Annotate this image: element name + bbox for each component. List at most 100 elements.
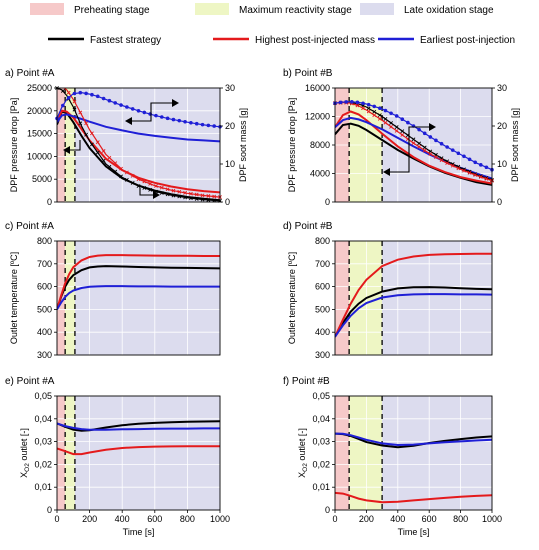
y-tick-label: 600 <box>37 282 52 292</box>
series-marker-earliest <box>119 103 123 107</box>
series-marker-fastest <box>60 89 65 93</box>
series-marker-earliest <box>200 122 205 127</box>
y2-axis-label: DPF soot mass [g] <box>238 108 248 182</box>
stage-band-stage_max_reactivity <box>65 241 75 355</box>
series-marker-earliest <box>344 100 349 104</box>
series-line-highest_mass <box>335 252 492 338</box>
plot-frame <box>56 395 221 511</box>
panel-2: 0 4000 8000 12000 16000 0 10 20 30 DPF soot mass … <box>283 68 520 207</box>
y-tick-label: 16000 <box>305 83 330 93</box>
series-marker-highest_mass <box>456 166 461 171</box>
stage-band-stage_late_oxidation <box>382 396 492 510</box>
y-tick-label: 0 <box>47 197 52 207</box>
series-marker-highest_mass <box>200 193 205 198</box>
series-marker-earliest <box>484 165 489 170</box>
series-marker-highest_mass <box>66 90 71 95</box>
series-marker-highest_mass <box>206 194 211 198</box>
y2-tick-label: 30 <box>497 83 507 93</box>
series-marker-earliest <box>417 127 421 132</box>
legend: Preheating stage Maximum reactivity stage… <box>30 3 515 46</box>
series-marker-highest_mass <box>212 194 217 199</box>
legend-label-stage_late_oxidation: Late oxidation stage <box>404 5 494 16</box>
y-axis-label: Outlet temperature [ºC] <box>9 252 19 344</box>
y-tick-label: 0,01 <box>312 482 330 492</box>
plot-frame <box>334 395 493 511</box>
y-axis-label-subscript: O2 <box>302 463 309 472</box>
series-marker-earliest <box>113 101 118 105</box>
y-tick-label: 0,03 <box>312 437 330 447</box>
series-marker-earliest <box>183 119 187 124</box>
series-marker-highest_mass <box>84 121 89 126</box>
x-axis-label: Time [s] <box>398 527 430 537</box>
x-tick-label: 1000 <box>482 514 502 524</box>
annotation-arrow <box>139 188 153 196</box>
series-marker-fastest <box>90 142 94 147</box>
stage-band-stage_late_oxidation <box>382 241 492 355</box>
legend-label-fastest: Fastest strategy <box>90 35 161 46</box>
series-marker-fastest <box>183 195 187 200</box>
series-marker-highest_mass <box>107 155 112 160</box>
stage-band-stage_late_oxidation <box>74 241 221 355</box>
y-tick-label: 300 <box>37 350 52 360</box>
series-marker-earliest <box>154 113 158 118</box>
series-marker-earliest <box>467 157 472 162</box>
y-tick-label: 500 <box>315 304 330 314</box>
series-marker-highest_mass <box>165 187 170 192</box>
y-axis-label-part: X <box>19 472 29 478</box>
y2-tick-label: 0 <box>497 197 502 207</box>
y-tick-label: 0 <box>325 505 330 515</box>
y-tick-label: 800 <box>37 236 52 246</box>
x-tick-label: 400 <box>390 514 405 524</box>
series-marker-highest_mass <box>377 116 382 121</box>
series-marker-highest_mass <box>171 188 176 193</box>
legend-swatch-stage_preheating <box>30 3 64 15</box>
annotation-arrowhead <box>153 191 160 199</box>
series-marker-highest_mass <box>194 192 199 197</box>
annotation-arrow <box>408 126 429 140</box>
annotation-arrow <box>132 113 152 122</box>
y-axis-label: XO2 outlet [-] <box>19 428 31 478</box>
y-tick-label: 0,05 <box>34 391 52 401</box>
series-marker-earliest <box>78 90 83 95</box>
series-marker-fastest <box>389 121 393 125</box>
panel-title: c) Point #A <box>5 221 54 232</box>
x-tick-label: 800 <box>180 514 195 524</box>
series-marker-fastest <box>84 132 89 137</box>
series-marker-fastest <box>188 196 193 201</box>
series-marker-fastest <box>394 125 399 130</box>
stage-band-stage_preheating <box>57 88 66 202</box>
y-tick-label: 600 <box>315 282 330 292</box>
panel-5: 0 0,01 0,02 0,03 0,04 0,05 0 200 400 600 800 1000 Ti… <box>5 376 230 537</box>
panel-4: 300 400 500 600 700 800 Outlet temperature [ºC… <box>283 221 493 360</box>
y-tick-label: 0,04 <box>34 414 52 424</box>
x-tick-label: 600 <box>147 514 162 524</box>
series-marker-fastest <box>159 191 164 195</box>
series-marker-fastest <box>212 198 217 203</box>
series-line-highest_mass <box>335 491 492 504</box>
y2-tick-label: 20 <box>225 121 235 131</box>
y-tick-label: 12000 <box>305 112 330 122</box>
series-marker-fastest <box>148 187 153 192</box>
series-marker-highest_mass <box>355 103 360 108</box>
series-marker-earliest <box>439 141 444 146</box>
series-marker-earliest <box>206 123 211 128</box>
series-marker-highest_mass <box>130 173 135 178</box>
y-tick-label: 15000 <box>27 129 52 139</box>
y-tick-label: 8000 <box>310 140 330 150</box>
series-marker-fastest <box>107 164 112 169</box>
series-line-highest_mass <box>57 254 220 310</box>
series-marker-highest_mass <box>383 120 388 125</box>
series-marker-highest_mass <box>439 158 444 163</box>
series-marker-earliest <box>422 131 427 136</box>
series-marker-highest_mass <box>119 166 123 171</box>
series-marker-fastest <box>372 109 377 114</box>
series-marker-highest_mass <box>478 175 483 179</box>
x-tick-label: 200 <box>82 514 97 524</box>
series-line-earliest <box>335 432 492 447</box>
panel-1: 0 5000 10000 15000 20000 25000 0 10 20 30 DPF soot… <box>5 68 248 207</box>
series-marker-fastest <box>72 107 77 112</box>
series-marker-earliest <box>101 96 106 101</box>
series-marker-highest_mass <box>411 141 416 146</box>
x-tick-label: 1000 <box>210 514 230 524</box>
